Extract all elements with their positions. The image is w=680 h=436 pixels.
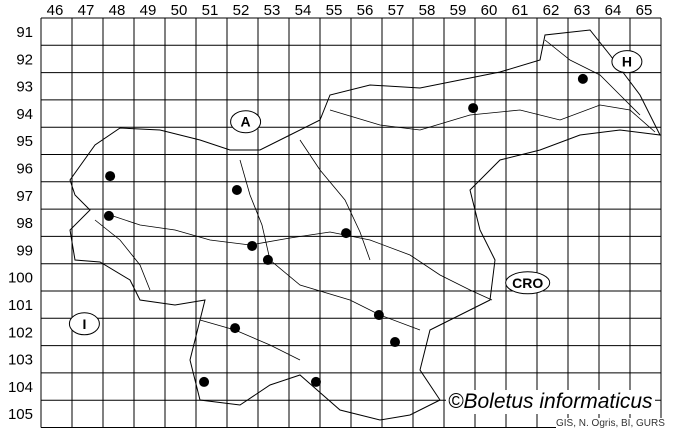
row-label: 105 [8,406,33,423]
row-label: 103 [8,352,33,369]
grid-lines [40,17,662,428]
column-label: 63 [574,2,591,19]
column-label: 58 [419,2,436,19]
country-label-H: H [622,54,632,70]
record-dot [468,103,479,114]
column-label: 57 [388,2,405,19]
country-oval-I [68,312,100,336]
records [103,73,588,387]
row-label: 102 [8,324,33,341]
column-label: 59 [450,2,467,19]
record-dot [373,310,384,321]
row-label: 91 [16,24,33,41]
column-label: 56 [357,2,374,19]
row-label: 92 [16,51,33,68]
row-label: 104 [8,379,33,396]
column-label: 55 [326,2,343,19]
record-dot [341,228,352,239]
country-label-CRO: CRO [512,275,543,291]
country-border [69,29,661,421]
country-oval-A [230,110,262,134]
country-oval-CRO [505,271,551,295]
row-label: 94 [16,106,33,123]
row-label: 100 [8,270,33,287]
column-label: 64 [605,2,622,19]
country-labels: A H CRO I [68,50,643,336]
row-label: 95 [16,133,33,150]
record-dot [105,171,116,182]
column-label: 54 [295,2,312,19]
record-dot [310,376,321,387]
column-label: 52 [233,2,250,19]
credit-text: GIS, N. Ogris, BI, GURS [556,418,665,429]
column-label: 60 [481,2,498,19]
copyright-text: ©Boletus informaticus [446,390,655,414]
axis-labels: 46 47 48 49 50 51 52 53 54 55 56 57 58 59 60 61 62 63 64 65… [8,2,652,423]
record-dot [230,323,241,334]
row-label: 96 [16,161,33,178]
country-label-I: I [82,316,86,332]
record-dot [577,73,588,84]
record-dot [390,337,401,348]
column-label: 47 [78,2,95,19]
column-label: 49 [140,2,157,19]
row-label: 97 [16,188,33,205]
column-label: 61 [512,2,529,19]
column-label: 53 [264,2,281,19]
row-label: 101 [8,297,33,314]
column-label: 46 [47,2,64,19]
record-dot [231,184,242,195]
record-dot [199,376,210,387]
country-oval-H [611,50,643,74]
column-label: 65 [636,2,653,19]
row-label: 98 [16,215,33,232]
row-label: 99 [16,242,33,259]
row-label: 93 [16,79,33,96]
record-dot [103,210,114,221]
column-label: 62 [543,2,560,19]
column-label: 51 [202,2,219,19]
record-dot [262,254,273,265]
column-label: 50 [171,2,188,19]
country-label-A: A [241,114,251,130]
record-dot [247,240,258,251]
column-label: 48 [109,2,126,19]
